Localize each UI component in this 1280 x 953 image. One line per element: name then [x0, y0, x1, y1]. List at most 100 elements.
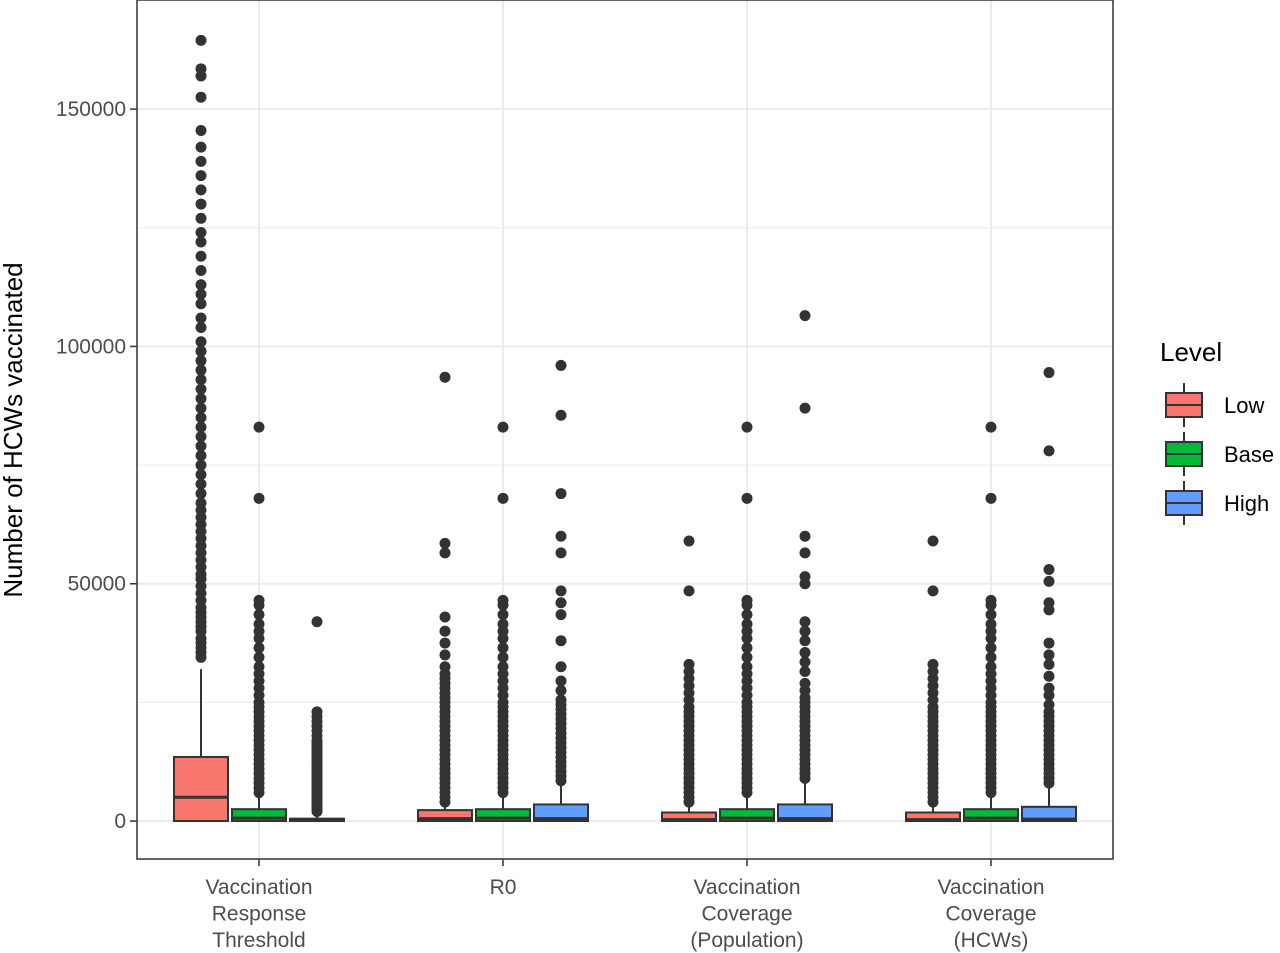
legend-label: Base — [1224, 442, 1274, 467]
outlier-point — [1043, 658, 1055, 670]
outlier-point — [799, 402, 811, 414]
outlier-point — [253, 618, 265, 630]
outlier-point — [1043, 682, 1055, 694]
box-base-3 — [963, 421, 1019, 823]
outlier-point — [985, 661, 997, 673]
outlier-point — [683, 658, 695, 670]
outlier-point — [1043, 564, 1055, 576]
outlier-point — [439, 547, 451, 559]
outlier-point — [985, 492, 997, 504]
legend-key-base: Base — [1165, 432, 1274, 476]
outlier-point — [555, 488, 567, 500]
y-tick-label: 0 — [114, 810, 126, 833]
outlier-point — [195, 440, 207, 452]
outlier-point — [1043, 575, 1055, 587]
box-body — [533, 803, 589, 823]
box-body — [417, 809, 473, 823]
outlier-point — [253, 492, 265, 504]
outlier-point — [195, 125, 207, 137]
outlier-point — [497, 651, 509, 663]
outlier-point — [1043, 597, 1055, 609]
box-high-0 — [289, 616, 345, 823]
outlier-point — [195, 34, 207, 46]
legend-label: Low — [1224, 393, 1264, 418]
outlier-point — [253, 609, 265, 621]
legend-key-low: Low — [1165, 383, 1264, 427]
outlier-point — [799, 677, 811, 689]
x-tick-label: R0 — [490, 876, 517, 899]
outlier-point — [253, 642, 265, 654]
x-tick-label-line: (Population) — [690, 929, 803, 952]
outlier-point — [195, 402, 207, 414]
legend-label: High — [1224, 491, 1269, 516]
outlier-point — [195, 374, 207, 386]
outlier-point — [195, 345, 207, 357]
outlier-point — [195, 364, 207, 376]
outlier-point — [195, 459, 207, 471]
y-tick-label: 50000 — [68, 573, 126, 596]
outlier-point — [439, 371, 451, 383]
box-body — [475, 808, 531, 823]
outlier-point — [311, 706, 323, 718]
box-base-2 — [719, 421, 775, 823]
outlier-point — [195, 355, 207, 367]
outlier-point — [195, 279, 207, 291]
x-tick-label-line: (HCWs) — [954, 929, 1029, 952]
outlier-point — [985, 421, 997, 433]
outlier-point — [799, 656, 811, 668]
outlier-point — [195, 198, 207, 210]
outlier-point — [195, 155, 207, 167]
box-body — [173, 755, 229, 823]
outlier-point — [439, 611, 451, 623]
plot-panel — [137, 0, 1113, 859]
outlier-point — [555, 675, 567, 687]
outlier-point — [195, 421, 207, 433]
outlier-point — [195, 184, 207, 196]
outlier-point — [741, 651, 753, 663]
outlier-point — [311, 616, 323, 628]
outlier-point — [195, 265, 207, 277]
outlier-point — [497, 618, 509, 630]
outlier-point — [741, 609, 753, 621]
y-tick-label: 150000 — [56, 98, 126, 121]
outlier-point — [799, 666, 811, 678]
outlier-point — [439, 625, 451, 637]
box-base-1 — [475, 421, 531, 823]
box-low-1 — [417, 371, 473, 823]
outlier-point — [741, 618, 753, 630]
outlier-point — [799, 616, 811, 628]
outlier-point — [253, 661, 265, 673]
outlier-point — [555, 635, 567, 647]
outlier-point — [1043, 445, 1055, 457]
outlier-point — [195, 236, 207, 248]
outlier-point — [253, 651, 265, 663]
outlier-point — [927, 658, 939, 670]
box-high-1 — [533, 359, 589, 823]
outlier-point — [439, 649, 451, 661]
outlier-point — [195, 63, 207, 75]
y-axis-title: Number of HCWs vaccinated — [0, 262, 28, 597]
outlier-point — [985, 594, 997, 606]
x-tick-label-line: R0 — [490, 876, 517, 899]
outlier-point — [497, 421, 509, 433]
outlier-point — [555, 609, 567, 621]
outlier-point — [799, 530, 811, 542]
outlier-point — [195, 412, 207, 424]
x-tick-label: Vaccination Coverage (HCWs) — [937, 876, 1044, 952]
outlier-point — [1043, 699, 1055, 711]
outlier-point — [195, 212, 207, 224]
outlier-point — [439, 661, 451, 673]
boxes — [173, 34, 1077, 823]
outlier-point — [195, 288, 207, 300]
outlier-point — [799, 635, 811, 647]
outlier-point — [195, 170, 207, 182]
outlier-point — [555, 359, 567, 371]
outlier-point — [439, 537, 451, 549]
box-body — [963, 808, 1019, 823]
outlier-point — [195, 431, 207, 443]
x-tick-label-line: Vaccination — [693, 876, 800, 899]
outlier-point — [1043, 649, 1055, 661]
outlier-point — [741, 492, 753, 504]
outlier-point — [741, 594, 753, 606]
